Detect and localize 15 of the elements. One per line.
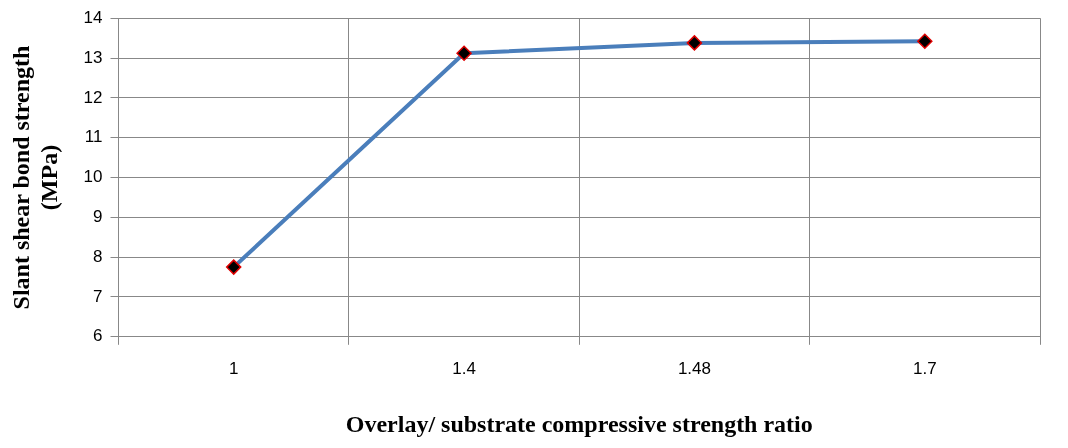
y-tick-label: 8 <box>93 246 103 266</box>
y-tick-label: 7 <box>93 286 103 306</box>
y-tick-label: 10 <box>83 167 103 187</box>
y-tick-label: 13 <box>83 47 103 67</box>
y-tick-label: 9 <box>93 207 103 227</box>
y-tick-label: 12 <box>83 87 103 107</box>
y-tick-label: 6 <box>93 326 103 346</box>
x-tick-label: 1.4 <box>452 358 476 378</box>
x-tick-label: 1.7 <box>912 358 937 378</box>
x-axis-title: Overlay/ substrate compressive strength ratio <box>345 410 813 437</box>
x-tick-label: 1.48 <box>677 358 711 378</box>
y-axis-title: Slant shear bond strength (MPa) <box>7 45 63 310</box>
y-tick-label: 11 <box>84 127 103 147</box>
x-tick-label: 1 <box>228 358 239 378</box>
y-tick-label: 14 <box>83 7 103 27</box>
